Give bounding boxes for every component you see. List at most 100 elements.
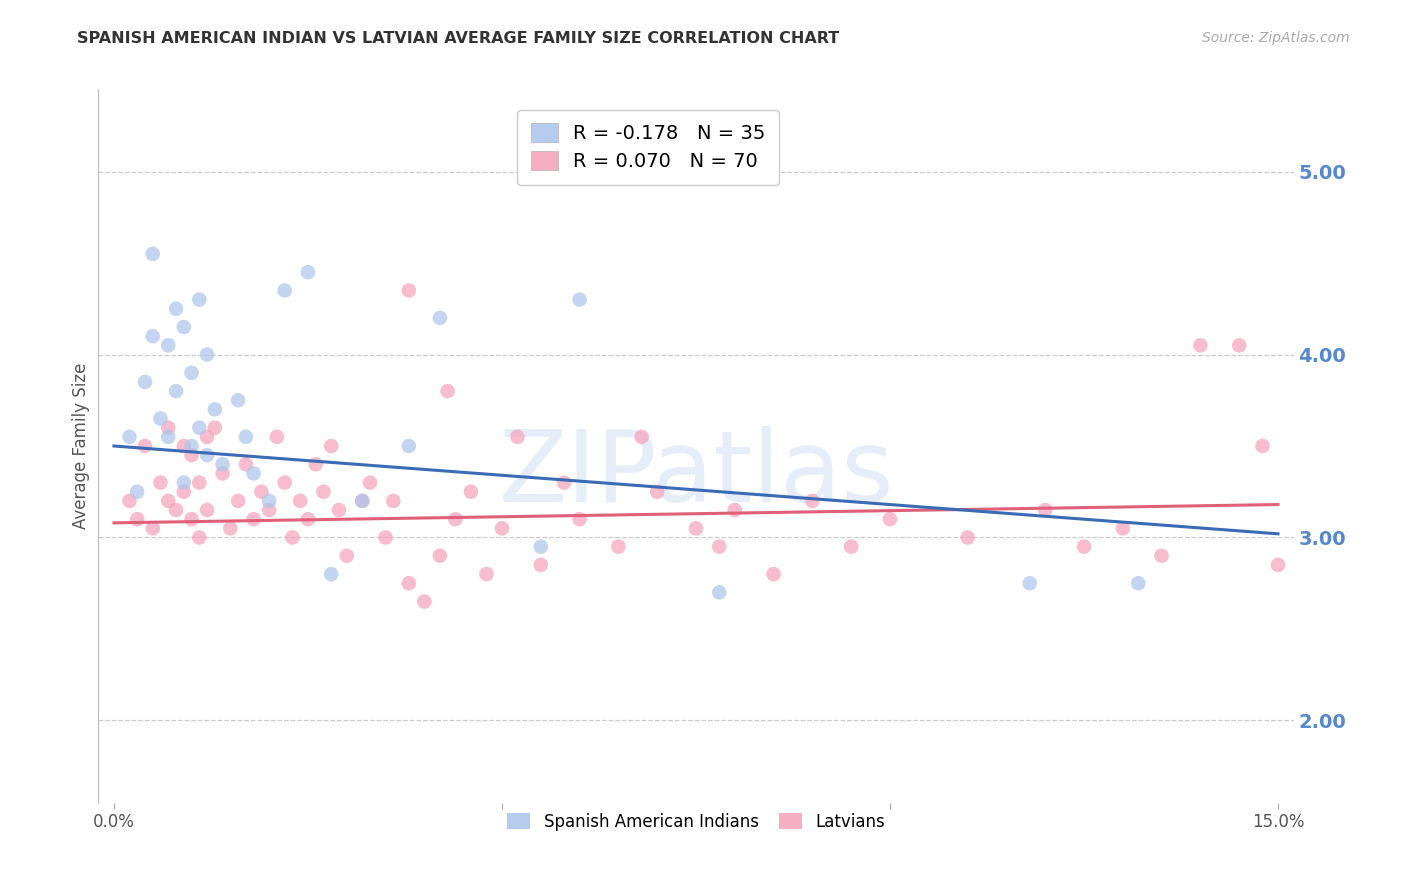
Point <box>1227 338 1250 352</box>
Point <box>173 484 195 499</box>
Point <box>398 284 420 298</box>
Point <box>134 439 156 453</box>
Point <box>134 375 156 389</box>
Point <box>398 439 420 453</box>
Point <box>149 411 172 425</box>
Point <box>1251 439 1274 453</box>
Point <box>281 531 304 545</box>
Point <box>336 549 359 563</box>
Point <box>530 540 553 554</box>
Point <box>180 439 202 453</box>
Point <box>180 512 202 526</box>
Point <box>352 494 374 508</box>
Point <box>879 512 901 526</box>
Point <box>839 540 862 554</box>
Point <box>165 384 187 398</box>
Point <box>1189 338 1212 352</box>
Point <box>685 521 707 535</box>
Point <box>219 521 242 535</box>
Point <box>762 567 785 582</box>
Point <box>180 448 202 462</box>
Point <box>273 284 295 298</box>
Point <box>266 430 288 444</box>
Point <box>1033 503 1056 517</box>
Point <box>149 475 172 490</box>
Point <box>165 503 187 517</box>
Point <box>118 430 141 444</box>
Point <box>1073 540 1095 554</box>
Point <box>235 430 257 444</box>
Point <box>645 484 668 499</box>
Point <box>444 512 467 526</box>
Point <box>801 494 824 508</box>
Point <box>142 329 165 343</box>
Point <box>709 585 731 599</box>
Point <box>1128 576 1150 591</box>
Point <box>257 503 280 517</box>
Text: SPANISH AMERICAN INDIAN VS LATVIAN AVERAGE FAMILY SIZE CORRELATION CHART: SPANISH AMERICAN INDIAN VS LATVIAN AVERA… <box>77 31 839 46</box>
Point <box>1112 521 1135 535</box>
Y-axis label: Average Family Size: Average Family Size <box>72 363 90 529</box>
Point <box>173 320 195 334</box>
Point <box>568 512 591 526</box>
Point <box>127 512 149 526</box>
Point <box>290 494 312 508</box>
Point <box>211 458 233 472</box>
Point <box>956 531 979 545</box>
Point <box>374 531 396 545</box>
Point <box>305 458 328 472</box>
Point <box>127 484 149 499</box>
Point <box>382 494 405 508</box>
Point <box>142 247 165 261</box>
Point <box>553 475 575 490</box>
Point <box>321 567 343 582</box>
Point <box>429 549 451 563</box>
Point <box>460 484 482 499</box>
Point <box>226 494 249 508</box>
Point <box>204 402 226 417</box>
Point <box>157 430 180 444</box>
Point <box>242 467 264 481</box>
Point <box>1150 549 1173 563</box>
Point <box>436 384 458 398</box>
Point <box>188 531 211 545</box>
Point <box>273 475 295 490</box>
Point <box>242 512 264 526</box>
Point <box>359 475 381 490</box>
Text: ZIPatlas: ZIPatlas <box>498 426 894 523</box>
Point <box>568 293 591 307</box>
Point <box>352 494 374 508</box>
Point <box>195 347 218 361</box>
Point <box>321 439 343 453</box>
Legend: Spanish American Indians, Latvians: Spanish American Indians, Latvians <box>501 806 891 838</box>
Point <box>328 503 350 517</box>
Point <box>398 576 420 591</box>
Point <box>173 475 195 490</box>
Point <box>204 420 226 434</box>
Point <box>211 467 233 481</box>
Point <box>530 558 553 572</box>
Point <box>475 567 498 582</box>
Point <box>165 301 187 316</box>
Point <box>188 475 211 490</box>
Point <box>312 484 335 499</box>
Point <box>607 540 630 554</box>
Point <box>257 494 280 508</box>
Point <box>195 503 218 517</box>
Point <box>297 265 319 279</box>
Point <box>1018 576 1040 591</box>
Point <box>142 521 165 535</box>
Point <box>297 512 319 526</box>
Point <box>630 430 652 444</box>
Point <box>188 420 211 434</box>
Point <box>118 494 141 508</box>
Point <box>413 594 436 608</box>
Text: Source: ZipAtlas.com: Source: ZipAtlas.com <box>1202 31 1350 45</box>
Point <box>157 420 180 434</box>
Point <box>157 338 180 352</box>
Point <box>188 293 211 307</box>
Point <box>157 494 180 508</box>
Point <box>506 430 529 444</box>
Point <box>709 540 731 554</box>
Point <box>226 393 249 408</box>
